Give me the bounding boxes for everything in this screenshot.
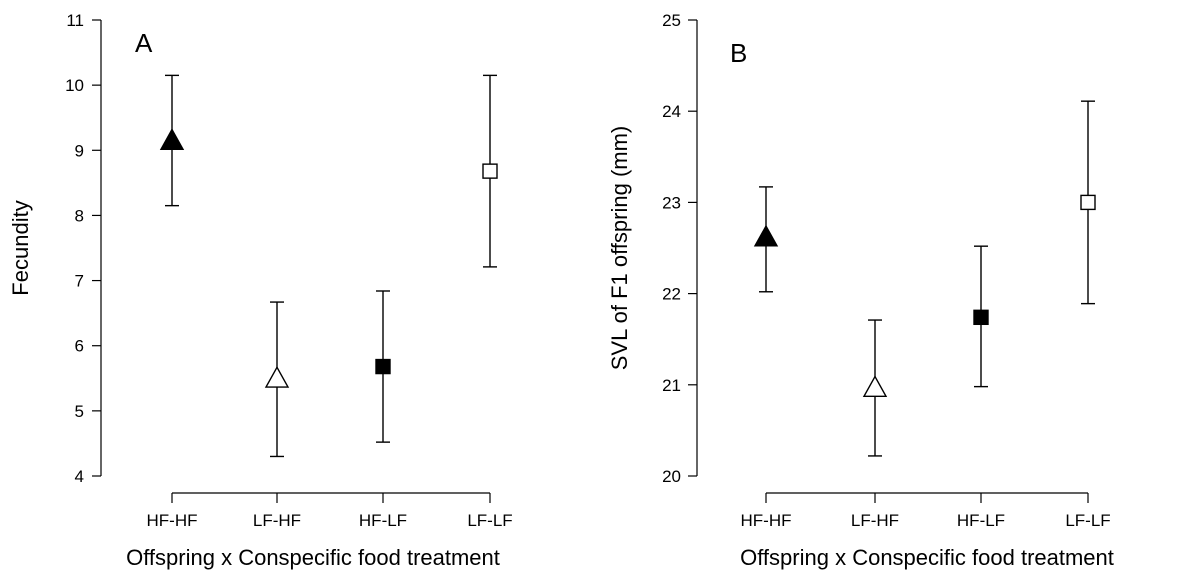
y-axis-title: SVL of F1 offspring (mm)	[607, 126, 632, 371]
y-tick-label: 22	[662, 285, 681, 304]
y-tick-label: 23	[662, 193, 681, 212]
y-tick-label: 24	[662, 102, 681, 121]
y-axis-title: Fecundity	[8, 200, 33, 295]
y-tick-label: 8	[75, 206, 84, 225]
y-tick-label: 21	[662, 376, 681, 395]
data-point-lf-hf	[264, 365, 290, 388]
data-point-hf-lf	[375, 358, 391, 375]
x-tick-label: LF-LF	[467, 511, 512, 530]
x-tick-label: HF-HF	[147, 511, 198, 530]
x-tick-label: LF-HF	[253, 511, 301, 530]
x-axis-title: Offspring x Conspecific food treatment	[126, 545, 500, 570]
chart-panel-a: 4 5 6 7 8 9 10 11 HF-HF LF-HF HF-LF LF-LF Fecundity O…	[8, 11, 513, 570]
x-tick-label: HF-HF	[741, 511, 792, 530]
data-point-hf-hf	[159, 128, 185, 151]
y-tick-label: 10	[65, 76, 84, 95]
y-tick-label: 6	[75, 337, 84, 356]
panel-label: B	[730, 38, 747, 68]
chart-panel-b: 20 21 22 23 24 25 HF-HF LF-HF HF-LF LF-LF SVL of F…	[607, 11, 1114, 570]
y-tick-label: 25	[662, 11, 681, 30]
data-point-lf-lf	[1080, 194, 1096, 211]
y-tick-label: 20	[662, 467, 681, 486]
panel-label: A	[135, 28, 153, 58]
y-tick-label: 11	[66, 11, 84, 30]
y-tick-label: 4	[75, 467, 84, 486]
y-tick-label: 9	[75, 141, 84, 160]
x-axis-title: Offspring x Conspecific food treatment	[740, 545, 1114, 570]
x-tick-label: HF-LF	[359, 511, 407, 530]
data-point-lf-hf	[862, 375, 888, 398]
data-point-hf-lf	[973, 309, 989, 326]
data-point-lf-lf	[482, 163, 498, 179]
x-tick-label: LF-LF	[1065, 511, 1110, 530]
y-tick-label: 5	[75, 402, 84, 421]
x-tick-label: HF-LF	[957, 511, 1005, 530]
data-point-hf-hf	[753, 224, 779, 247]
y-tick-label: 7	[75, 272, 84, 291]
x-tick-label: LF-HF	[851, 511, 899, 530]
